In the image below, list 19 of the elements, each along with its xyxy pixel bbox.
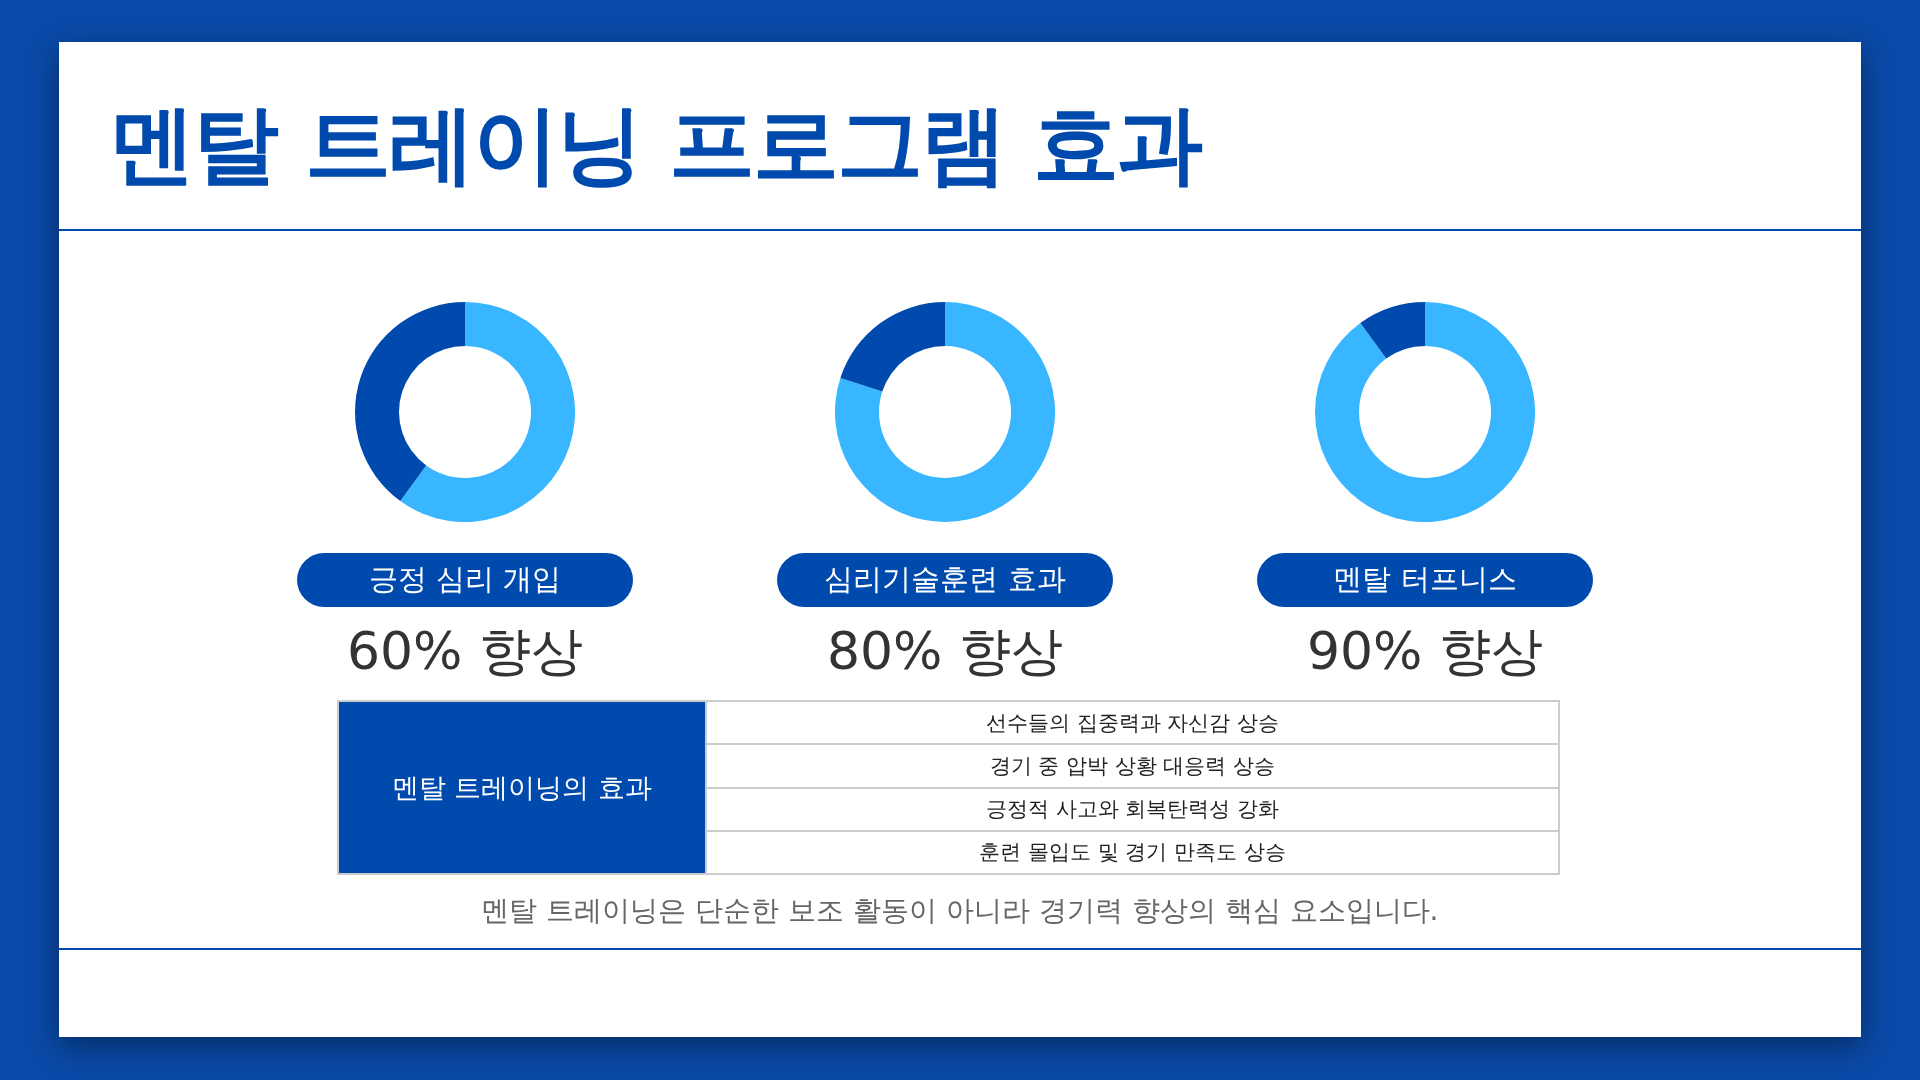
donut-slice [835, 302, 1055, 522]
donut-slice [355, 302, 465, 501]
text: 훈련 몰입도 및 경기 만족도 상승 [705, 831, 1558, 873]
donut-slice [1360, 302, 1425, 359]
text: 멘탈 트레이닝 프로그램 효과 [109, 93, 1201, 196]
text: 멘탈 트레이닝의 효과 [339, 702, 705, 873]
text: 심리기술훈련 효과 [777, 553, 1113, 607]
data-label: 60% 향상 [345, 620, 585, 683]
text: 멘탈 터프니스 [1257, 553, 1593, 607]
donut-slice [400, 302, 575, 522]
text: 긍정적 사고와 회복탄력성 강화 [705, 788, 1558, 832]
text: 선수들의 집중력과 자신감 상승 [705, 702, 1558, 746]
text: 경기 중 압박 상황 대응력 상승 [705, 745, 1558, 789]
donut-slice [840, 302, 945, 392]
data-label: 90% 향상 [1305, 620, 1545, 683]
text: 멘탈 트레이닝은 단순한 보조 활동이 아니라 경기력 향상의 핵심 요소입니다. [480, 893, 1440, 929]
text: 긍정 심리 개입 [297, 553, 633, 607]
donut-slice [1315, 302, 1535, 522]
data-label: 80% 향상 [825, 620, 1065, 683]
